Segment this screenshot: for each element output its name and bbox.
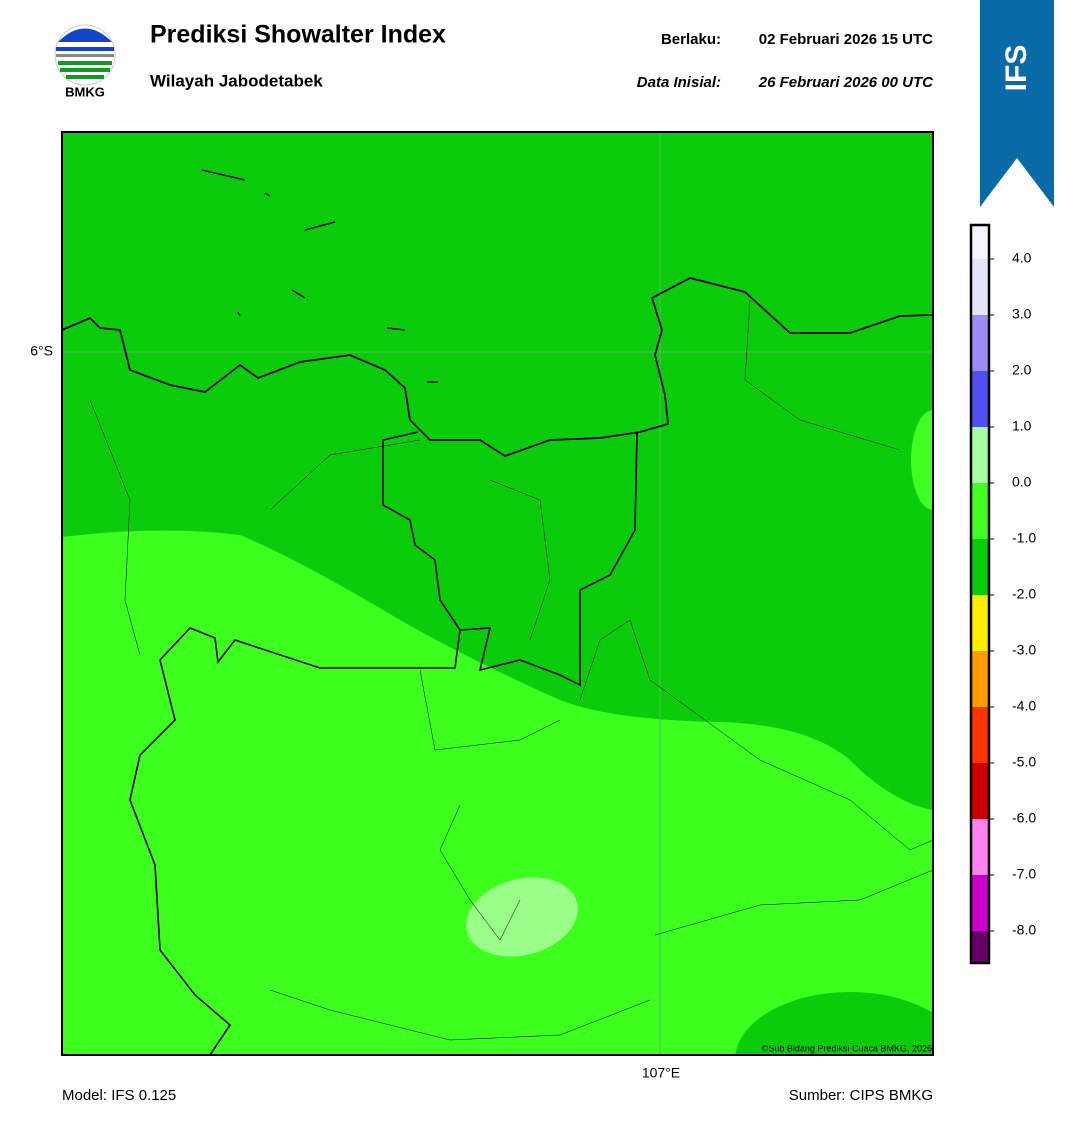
map-frame — [61, 131, 934, 1056]
subtitle: Wilayah Jabodetabek — [150, 71, 323, 90]
colorbar-segment — [971, 707, 989, 763]
title: Prediksi Showalter Index — [150, 21, 446, 49]
colorbar-label: -2.0 — [1012, 586, 1036, 602]
valid-time: 02 Februari 2026 15 UTC — [759, 31, 933, 48]
footer-model: Model: IFS 0.125 — [62, 1087, 176, 1104]
coastline — [62, 277, 933, 457]
colorbar-segment — [971, 931, 989, 963]
footer-source: Sumber: CIPS BMKG — [789, 1087, 933, 1104]
province-border — [129, 431, 461, 1055]
field-dark — [62, 132, 933, 810]
province-border — [459, 431, 638, 687]
colorbar-segment — [971, 819, 989, 875]
colorbar-segment — [971, 595, 989, 651]
lon-label: 107°E — [642, 1065, 680, 1081]
colorbar-segment — [971, 315, 989, 371]
colorbar-segment — [971, 427, 989, 483]
colorbar-segment — [971, 763, 989, 819]
field-patch — [466, 877, 578, 957]
district-border — [89, 299, 933, 1041]
colorbar-label: 3.0 — [1012, 306, 1032, 322]
badge-ribbon — [980, 0, 1054, 207]
colorbar-label: -7.0 — [1012, 866, 1036, 882]
field-patch — [735, 992, 933, 1055]
lat-label: 6°S — [30, 343, 53, 359]
valid-label: Berlaku: — [661, 31, 721, 48]
colorbar-label: -3.0 — [1012, 642, 1036, 658]
colorbar-label: 1.0 — [1012, 418, 1032, 434]
colorbar-label: 2.0 — [1012, 362, 1032, 378]
init-time: 26 Februari 2026 00 UTC — [758, 74, 934, 91]
colorbar-segment — [971, 651, 989, 707]
colorbar-segment — [971, 875, 989, 931]
map — [62, 132, 933, 1055]
credit: ©Sub Bidang Prediksi Cuaca BMKG, 2026 — [762, 1043, 932, 1053]
colorbar-label: 4.0 — [1012, 250, 1032, 266]
islands — [201, 169, 438, 383]
colorbar-label: -4.0 — [1012, 698, 1036, 714]
colorbar-segment — [971, 483, 989, 539]
colorbar-segment — [971, 371, 989, 427]
init-label: Data Inisial: — [637, 74, 721, 91]
colorbar-label: 0.0 — [1012, 474, 1032, 490]
logo-text: BMKG — [65, 84, 105, 99]
colorbar-label: -8.0 — [1012, 922, 1036, 938]
colorbar-segment — [971, 259, 989, 315]
colorbar-segment — [971, 225, 989, 259]
colorbar-label: -6.0 — [1012, 810, 1036, 826]
colorbar-segment — [971, 539, 989, 595]
badge-text: IFS — [1000, 45, 1033, 92]
colorbar-label: -1.0 — [1012, 530, 1036, 546]
colorbar: 4.0 3.0 2.0 1.0 0.0 -1.0 -2.0 -3.0 -4.0 -5.0 -6.0 -… — [969, 223, 1036, 965]
field-patch — [911, 410, 933, 510]
colorbar-frame — [969, 223, 991, 965]
logo — [54, 24, 116, 86]
colorbar-label: -5.0 — [1012, 754, 1036, 770]
